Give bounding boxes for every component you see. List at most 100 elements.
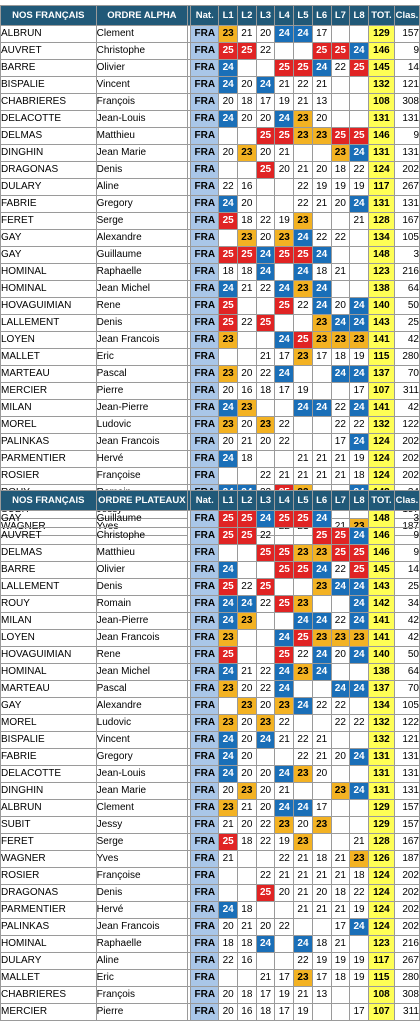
score-cell-l8: [349, 25, 369, 43]
player-last-name: DELACOTTE: [0, 110, 97, 128]
score-cell-l2: 23: [237, 399, 257, 417]
player-first-name: Aline: [95, 178, 189, 196]
score-cell-l6: 20: [311, 110, 332, 128]
nationality-cell: FRA: [190, 884, 220, 902]
table-row: DRAGONAS Denis FRA 25 20 21 20 18 22 124 202: [0, 884, 420, 902]
ranking-cell: 25: [393, 578, 420, 596]
score-cell-l4: 25: [274, 297, 295, 315]
score-cell-l7: 21: [330, 850, 351, 868]
score-cell-l5: [293, 433, 313, 451]
score-cell-l8: 24: [349, 297, 369, 315]
score-cell-l6: 24: [311, 646, 332, 664]
score-cell-l5: 21: [293, 986, 313, 1004]
score-cell-l1: 20: [218, 93, 238, 111]
table-row: MALLET Eric FRA 21 17 23 17 18 19 115 280: [0, 348, 420, 366]
score-cell-l7: [330, 1003, 351, 1021]
header-tot: TOT.: [367, 5, 395, 26]
score-cell-l1: [218, 348, 238, 366]
player-first-name: Jean Michel: [95, 280, 189, 298]
total-cell: 108: [367, 93, 395, 111]
nationality-cell: FRA: [190, 765, 220, 783]
total-cell: 146: [367, 544, 395, 562]
table-row: MERCIER Pierre FRA 20 16 18 17 19 17 107 311: [0, 382, 420, 400]
score-cell-l2: 16: [237, 1003, 257, 1021]
score-cell-l7: [330, 833, 351, 851]
total-cell: 124: [367, 918, 395, 936]
nationality-cell: FRA: [190, 646, 220, 664]
total-cell: 143: [367, 578, 395, 596]
score-cell-l5: 25: [293, 510, 313, 528]
table-row: MARTEAU Pascal FRA 23 20 22 24 24 24 137 70: [0, 680, 420, 698]
nationality-cell: FRA: [190, 969, 220, 987]
table-row: MILAN Jean-Pierre FRA 24 23 24 24 22 24 141 42: [0, 399, 420, 417]
player-last-name: DELACOTTE: [0, 765, 97, 783]
header-nos-francais: NOS FRANÇAIS: [0, 5, 97, 26]
score-cell-l4: 22: [274, 850, 295, 868]
score-cell-l7: 23: [330, 629, 351, 647]
score-cell-l7: [330, 986, 351, 1004]
score-cell-l2: 18: [237, 935, 257, 953]
player-last-name: GAY: [0, 510, 97, 528]
ranking-cell: 64: [393, 663, 420, 681]
score-cell-l3: 22: [255, 527, 276, 545]
score-cell-l7: 18: [330, 969, 351, 987]
score-cell-l5: [293, 42, 313, 60]
ranking-cell: 50: [393, 646, 420, 664]
score-cell-l6: [311, 714, 332, 732]
table-row: BISPALIE Vincent FRA 24 20 24 21 22 21 132 121: [0, 731, 420, 749]
score-cell-l1: 24: [218, 110, 238, 128]
score-cell-l4: 19: [274, 212, 295, 230]
score-cell-l1: [218, 867, 238, 885]
score-cell-l3: [255, 297, 276, 315]
score-cell-l8: 23: [349, 629, 369, 647]
total-cell: 145: [367, 561, 395, 579]
ranking-cell: 202: [393, 161, 420, 179]
table-row: HOMINAL Jean Michel FRA 24 21 22 24 23 24 138 64: [0, 280, 420, 298]
score-cell-l7: 25: [330, 527, 351, 545]
table-row: LALLEMENT Denis FRA 25 22 25 23 24 24 143 25: [0, 578, 420, 596]
score-cell-l4: [274, 527, 295, 545]
score-cell-l8: 24: [349, 42, 369, 60]
ranking-cell: 105: [393, 229, 420, 247]
score-cell-l4: [274, 399, 295, 417]
nationality-cell: FRA: [190, 297, 220, 315]
player-last-name: BARRE: [0, 561, 97, 579]
ranking-cell: 122: [393, 416, 420, 434]
score-cell-l1: 25: [218, 646, 238, 664]
player-first-name: Pascal: [95, 680, 189, 698]
score-cell-l7: 17: [330, 433, 351, 451]
score-cell-l3: 18: [255, 382, 276, 400]
score-cell-l6: 24: [311, 59, 332, 77]
total-cell: 129: [367, 799, 395, 817]
total-cell: 132: [367, 731, 395, 749]
total-cell: 131: [367, 782, 395, 800]
total-cell: 134: [367, 229, 395, 247]
score-cell-l4: 24: [274, 663, 295, 681]
score-cell-l7: 18: [330, 161, 351, 179]
ranking-cell: 122: [393, 714, 420, 732]
nationality-cell: FRA: [190, 629, 220, 647]
score-cell-l6: 24: [311, 510, 332, 528]
table-row: DRAGONAS Denis FRA 25 20 21 20 18 22 124 202: [0, 161, 420, 179]
score-cell-l4: 25: [274, 646, 295, 664]
score-cell-l3: 20: [255, 144, 276, 162]
score-cell-l1: [218, 884, 238, 902]
nationality-cell: FRA: [190, 680, 220, 698]
score-cell-l2: 20: [237, 765, 257, 783]
table-row: GAY Guillaume FRA 25 25 24 25 25 24 148 3: [0, 510, 420, 528]
nationality-cell: FRA: [190, 578, 220, 596]
score-cell-l1: 23: [218, 680, 238, 698]
score-cell-l3: 18: [255, 1003, 276, 1021]
score-cell-l1: 25: [218, 212, 238, 230]
table-row: ALBRUN Clement FRA 23 21 20 24 24 17 129 157: [0, 25, 420, 43]
score-cell-l4: 17: [274, 969, 295, 987]
player-last-name: MALLET: [0, 969, 97, 987]
score-cell-l8: 24: [349, 612, 369, 630]
score-cell-l5: 25: [293, 59, 313, 77]
header-l5: L5: [293, 5, 313, 26]
score-cell-l1: 20: [218, 144, 238, 162]
player-last-name: MOREL: [0, 714, 97, 732]
score-cell-l6: 20: [311, 884, 332, 902]
total-cell: 124: [367, 433, 395, 451]
